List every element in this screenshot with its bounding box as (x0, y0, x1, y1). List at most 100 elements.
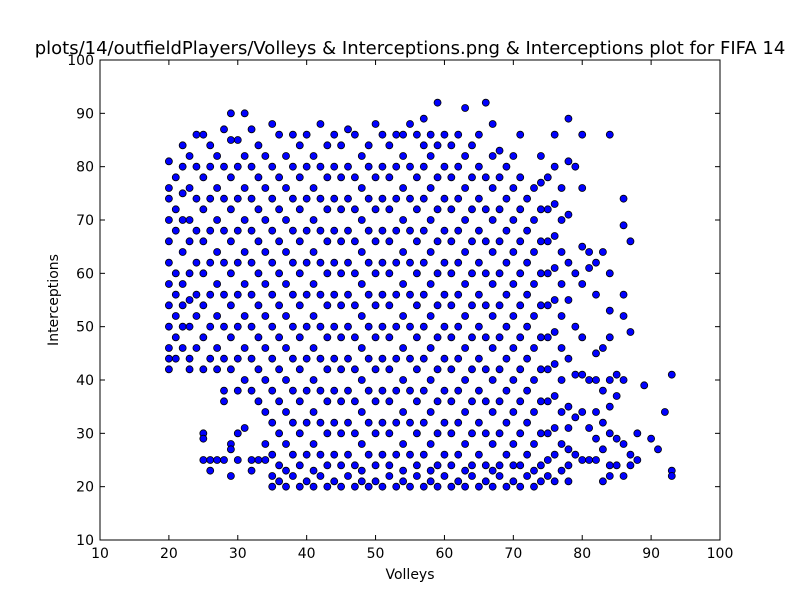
data-point (164, 194, 173, 203)
data-point (412, 472, 421, 480)
data-point (550, 424, 559, 432)
data-point (337, 365, 346, 374)
data-point (213, 152, 222, 160)
data-point (344, 194, 352, 203)
data-point (454, 386, 463, 395)
data-point (385, 365, 394, 374)
data-point (474, 450, 483, 459)
data-point (523, 290, 532, 299)
data-point (254, 301, 263, 310)
data-point (626, 461, 635, 470)
data-point (419, 162, 428, 171)
data-point (206, 456, 215, 464)
data-point (516, 269, 525, 278)
data-point (502, 162, 511, 171)
data-point (440, 354, 449, 363)
data-point (585, 264, 594, 272)
y-tick-label: 10 (76, 533, 94, 549)
data-point (392, 354, 401, 363)
data-point (406, 386, 414, 395)
data-point (378, 194, 387, 203)
data-point (543, 269, 552, 278)
data-point (371, 397, 380, 406)
data-point (364, 386, 373, 395)
data-point (564, 354, 573, 363)
data-point (440, 322, 449, 331)
data-point (406, 226, 414, 235)
data-point (364, 354, 373, 363)
data-point (578, 370, 587, 379)
data-point (468, 269, 476, 278)
data-point (288, 450, 297, 459)
data-point (495, 269, 504, 278)
data-point (536, 429, 545, 438)
x-tick-label: 80 (573, 546, 591, 562)
data-point (316, 386, 325, 395)
data-point (350, 365, 359, 374)
data-point (488, 344, 497, 352)
x-tick-label: 50 (367, 546, 385, 562)
data-point (233, 429, 242, 438)
data-point (295, 333, 304, 342)
data-point (447, 205, 456, 214)
data-point (192, 258, 201, 267)
data-point (502, 354, 511, 363)
data-point (406, 120, 414, 128)
data-point (612, 392, 621, 400)
data-point (385, 141, 394, 150)
data-point (433, 461, 442, 470)
data-point (468, 397, 476, 406)
data-point (399, 130, 408, 139)
data-point (440, 418, 449, 427)
data-point (302, 226, 311, 235)
data-point (536, 269, 545, 278)
data-point (295, 482, 304, 491)
data-point (426, 216, 435, 224)
data-point (433, 482, 442, 491)
data-point (344, 450, 352, 459)
data-point (350, 269, 359, 278)
data-point (323, 429, 332, 438)
data-point (350, 173, 359, 182)
data-point (226, 173, 235, 182)
data-point (598, 418, 607, 427)
data-point (454, 130, 463, 139)
data-point (164, 322, 173, 331)
data-point (392, 482, 401, 491)
data-point (578, 408, 587, 416)
data-point (481, 429, 490, 438)
data-point (440, 472, 449, 480)
data-point (454, 162, 463, 171)
data-point (357, 248, 366, 256)
data-point (268, 258, 277, 267)
data-point (461, 312, 470, 320)
data-point (633, 429, 642, 438)
data-point (598, 445, 607, 454)
data-point (536, 152, 545, 160)
data-point (612, 434, 621, 443)
data-point (564, 258, 573, 267)
data-point (178, 162, 187, 171)
data-point (550, 477, 559, 486)
data-point (385, 397, 394, 406)
data-point (240, 424, 249, 432)
data-point (516, 482, 525, 491)
data-point (233, 456, 242, 464)
data-point (357, 152, 366, 160)
data-point (557, 312, 566, 320)
data-point (357, 408, 366, 416)
data-point (406, 290, 414, 299)
data-point (323, 461, 332, 470)
data-point (619, 376, 628, 384)
data-point (440, 450, 449, 459)
data-point (468, 472, 476, 480)
data-point (178, 141, 187, 150)
data-point (350, 461, 359, 470)
data-point (309, 216, 318, 224)
data-point (564, 461, 573, 470)
data-point (330, 450, 339, 459)
data-point (412, 173, 421, 182)
data-point (406, 194, 414, 203)
data-point (557, 280, 566, 288)
